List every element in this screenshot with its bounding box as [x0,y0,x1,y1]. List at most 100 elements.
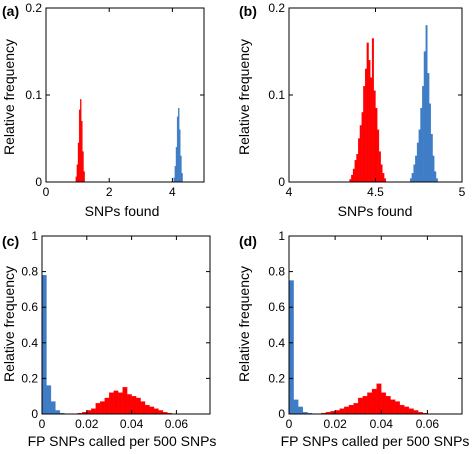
bar-b-blue-5 [418,129,421,183]
bar-a-red-0 [75,176,78,183]
bar-a-red-5 [81,120,83,183]
bar-c-red-2 [86,410,92,415]
bar-c-red-15 [144,404,150,415]
xtick-label-a-1: 2 [106,185,113,199]
xtick-label-c-1: 0.02 [75,417,99,431]
bar-b-red-5 [358,138,361,183]
panel-a: (a) Relative frequency SNPs found 0 2 4 0 0.… [1,1,205,219]
bar-b-red-11 [368,60,371,183]
bar-b-red-3 [354,160,357,183]
bar-a-blue-5 [179,129,181,183]
bar-b-blue-4 [416,142,419,183]
bar-b-blue-13 [432,155,435,183]
bar-d-red-16 [394,401,400,415]
bar-c-red-14 [140,401,146,415]
bar-b-red-18 [380,164,383,183]
bar-d-red-19 [408,408,414,415]
bar-d-blue-2 [298,406,303,415]
axes-frame-b [288,7,463,183]
bar-c-red-11 [126,394,132,415]
bar-d-red-20 [413,410,419,415]
bar-b-blue-7 [422,86,425,183]
bar-a-red-1 [76,164,79,183]
bar-b-blue-15 [435,178,438,183]
ytick-label-c-0: 0 [31,407,38,421]
ytick-label-c-2: 0.4 [21,336,38,350]
bar-a-red-4 [80,99,82,183]
bar-a-blue-1 [174,166,177,183]
ytick-label-c-1: 0.2 [21,371,38,385]
bar-b-blue-0 [409,178,412,183]
ticks-c: 0 0.02 0.04 0.06 0 0.2 0.4 0.6 0.8 1 [21,229,210,431]
bar-b-red-16 [377,129,380,183]
ylabel-d: Relative frequency [236,266,252,382]
bar-d-red-10 [367,392,373,415]
bar-a-blue-2 [175,147,178,183]
xtick-label-d-0: 0 [286,417,293,431]
bar-c-red-6 [104,397,110,415]
bar-d-red-14 [385,396,391,415]
ytick-label-a-1: 0.1 [25,88,42,102]
bar-c-red-12 [131,396,137,415]
ytick-label-d-4: 0.8 [268,265,285,279]
bar-c-red-8 [113,390,119,415]
bar-a-red-2 [77,142,80,183]
ytick-label-c-4: 0.8 [21,265,38,279]
ylabel-a: Relative frequency [1,39,17,155]
bar-a-red-6 [82,151,84,183]
bar-b-blue-11 [428,103,432,183]
bar-c-red-10 [122,387,128,415]
bar-b-red-17 [378,151,381,183]
xlabel-b: SNPs found [338,203,413,219]
bar-d-red-7 [353,403,359,415]
bar-d-red-18 [404,406,410,415]
panel-label-d: (d) [239,233,257,249]
bar-a-blue-7 [181,173,183,183]
xtick-label-d-2: 0.04 [370,417,394,431]
ytick-label-d-1: 0.2 [268,371,285,385]
bar-b-red-15 [375,107,378,183]
bar-d-red-17 [399,404,405,415]
bars-c [41,275,173,415]
bar-d-blue-0 [288,280,294,415]
ytick-label-d-3: 0.6 [268,300,285,314]
ylabel-c: Relative frequency [1,266,17,382]
xlabel-c: FP SNPs called per 500 SNPs [28,433,217,449]
bar-a-red-3 [78,109,81,183]
bar-b-blue-1 [411,173,414,183]
bar-a-blue-3 [176,116,179,183]
bar-b-blue-10 [427,73,430,183]
bar-b-blue-14 [434,171,437,183]
bar-b-blue-12 [430,133,433,183]
ytick-label-d-5: 1 [278,229,285,243]
bar-c-red-16 [149,406,155,415]
bar-b-red-12 [370,77,373,183]
ytick-label-c-3: 0.6 [21,300,38,314]
bar-c-red-5 [100,401,105,415]
bar-b-blue-9 [425,25,428,183]
bar-c-blue-0 [41,275,47,415]
bar-d-red-13 [381,392,387,415]
bar-d-blue-1 [293,399,299,415]
bar-b-blue-3 [415,155,418,183]
xtick-label-b-0: 4 [286,185,293,199]
bar-c-red-13 [135,397,141,415]
ytick-label-b-0: 0 [278,175,285,189]
panel-d: (d) Relative frequency FP SNPs called pe… [236,229,469,449]
bar-b-red-14 [373,90,376,183]
bar-c-red-3 [91,408,96,415]
ticks-d: 0 0.02 0.04 0.06 0 0.2 0.4 0.6 0.8 1 [268,229,462,431]
panel-c: (c) Relative frequency FP SNPs called pe… [1,229,216,449]
bar-b-blue-6 [420,107,423,183]
ytick-label-d-0: 0 [278,407,285,421]
xtick-label-c-2: 0.04 [120,417,144,431]
bar-d-red-9 [362,396,368,415]
bar-b-red-10 [366,42,369,183]
xtick-label-d-3: 0.06 [416,417,440,431]
bar-b-red-6 [359,125,362,183]
bar-d-red-3 [334,410,340,415]
xtick-label-c-0: 0 [39,417,46,431]
axes-frame-d [288,235,463,415]
xlabel-d: FP SNPs called per 500 SNPs [281,433,470,449]
